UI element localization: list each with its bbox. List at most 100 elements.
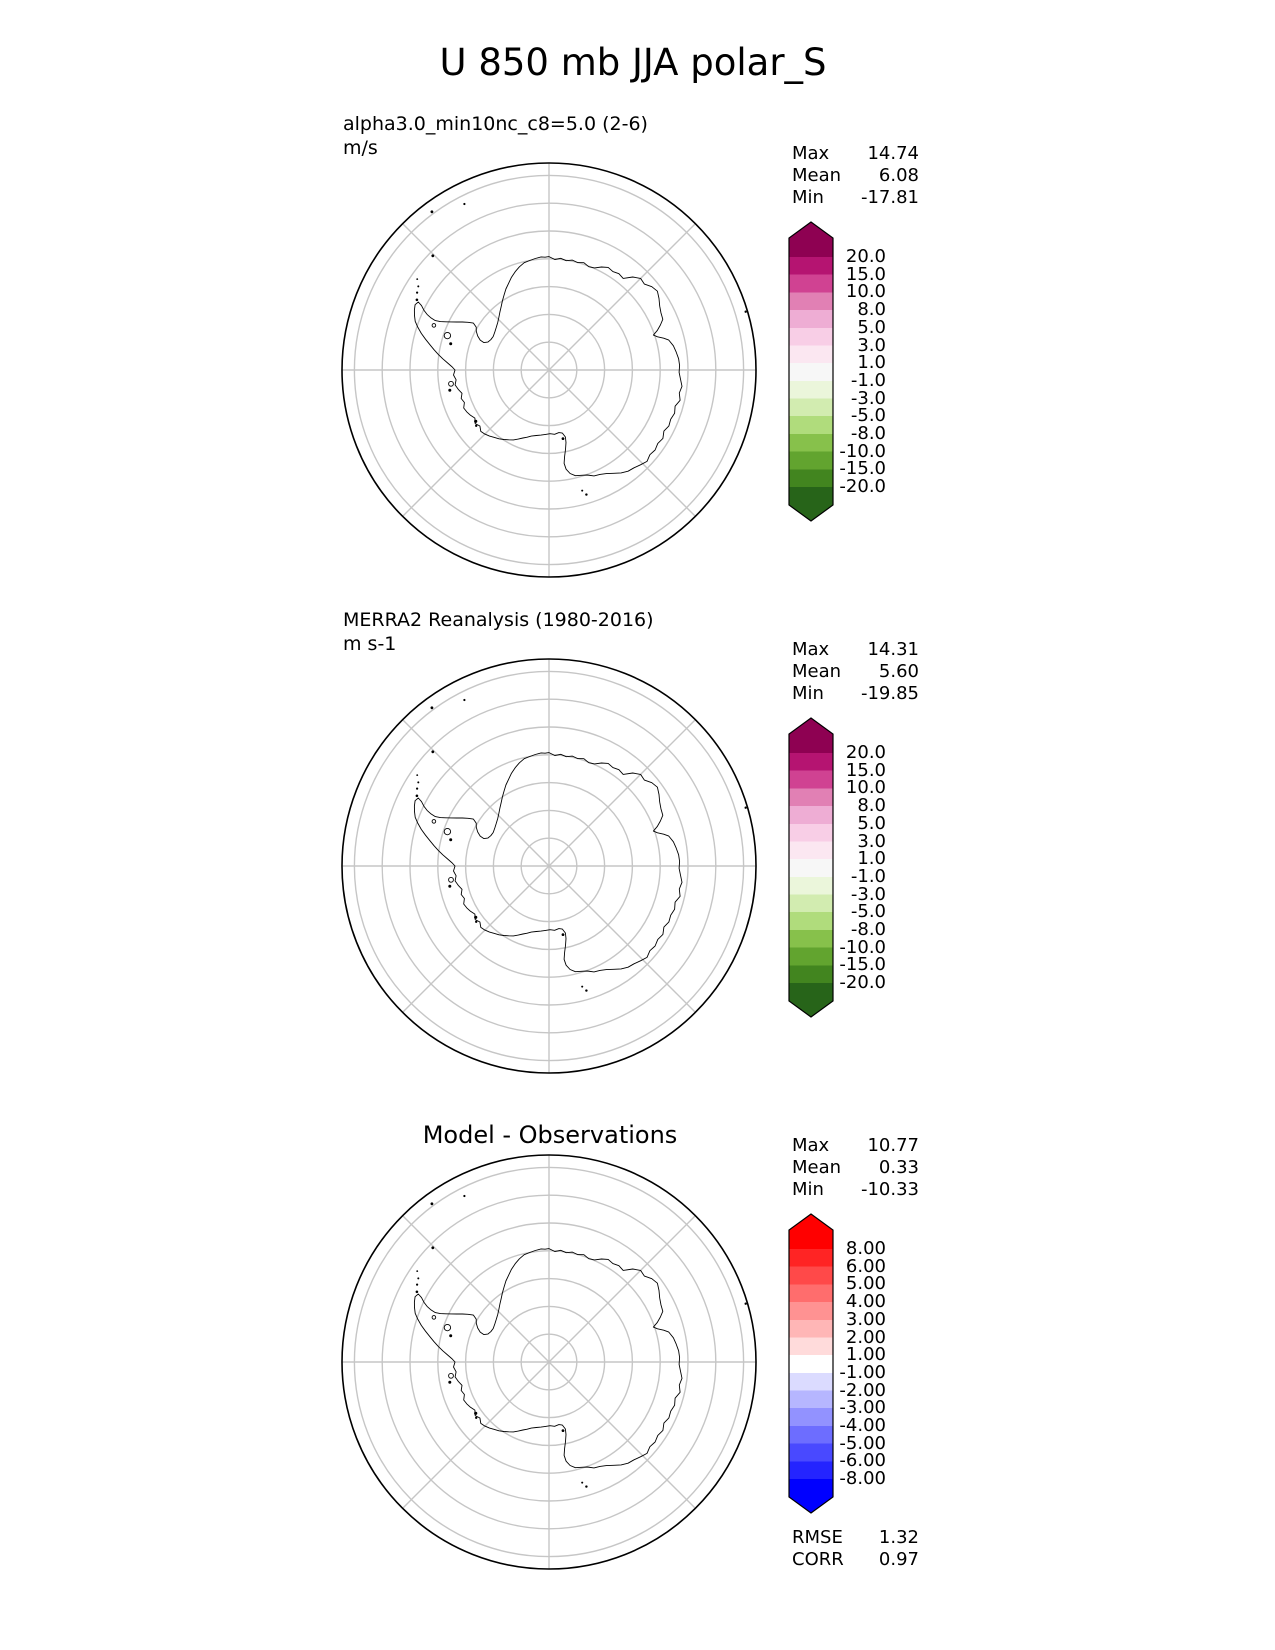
island <box>448 876 454 883</box>
metric-row: CORR 0.97 <box>792 1549 919 1571</box>
island <box>416 787 419 790</box>
island <box>448 1380 452 1384</box>
antarctica-coastline <box>413 752 683 973</box>
island <box>585 989 588 992</box>
stats-block-difference: Max 10.77 Mean 0.33 Min -10.33 <box>792 1135 919 1201</box>
colorbar-tick-label: 1.00 <box>845 1344 886 1366</box>
island <box>448 884 452 888</box>
panel-reference-units: m s-1 <box>343 633 397 655</box>
map-boundary-circle <box>341 162 757 578</box>
stat-value: 14.31 <box>867 639 919 660</box>
island <box>475 920 478 923</box>
colorbar-tick-label: -1.00 <box>839 1361 886 1383</box>
stat-label: Max <box>792 143 830 164</box>
island <box>417 781 420 784</box>
stat-row: Max 14.74 <box>792 143 919 165</box>
colorbar-tick-label: -5.0 <box>850 901 886 923</box>
colorbar-tick-label: 1.0 <box>857 848 886 870</box>
island <box>744 806 747 809</box>
island <box>417 1277 420 1280</box>
polar-map-model <box>341 162 757 578</box>
colorbar-tick-label: 5.0 <box>857 812 886 834</box>
map-boundary-circle <box>341 658 757 1074</box>
island <box>415 298 419 302</box>
colorbar-tick-label: -8.0 <box>850 422 886 444</box>
metric-value: 0.97 <box>878 1549 919 1570</box>
colorbar-segment <box>789 1249 833 1268</box>
stat-label: Mean <box>792 1157 842 1178</box>
island <box>431 254 435 258</box>
colorbar-tick-label: 20.0 <box>845 742 886 763</box>
panel-model: alpha3.0_min10nc_c8=5.0 (2-6) m/s Max 14.… <box>0 0 1275 578</box>
island <box>416 1270 419 1272</box>
island <box>561 437 565 440</box>
colorbar-tick-label: 8.0 <box>857 299 886 321</box>
panel-reference: MERRA2 Reanalysis (1980-2016) m s-1 Max 1… <box>0 496 1275 1074</box>
colorbar-segment <box>789 1408 833 1427</box>
island <box>561 1429 565 1432</box>
island <box>416 291 419 294</box>
island <box>448 380 454 387</box>
island <box>443 1323 452 1332</box>
island <box>430 706 434 710</box>
colorbar-segment <box>789 965 833 984</box>
colorbar-segment <box>789 292 833 311</box>
stat-row: Mean 6.08 <box>792 165 919 187</box>
colorbar-tick-label: 2.00 <box>845 1326 886 1348</box>
colorbar-tick-label: 3.0 <box>857 334 886 356</box>
island <box>431 750 435 754</box>
colorbar-segment <box>789 894 833 913</box>
island <box>585 1485 588 1488</box>
colorbar-tick-label: 15.0 <box>845 759 886 781</box>
island <box>431 1315 437 1320</box>
colorbar-segment <box>789 1355 833 1374</box>
colorbar-outline <box>788 221 834 522</box>
stat-row: Mean 5.60 <box>792 661 919 683</box>
colorbar-model <box>788 221 834 522</box>
colorbar-segment <box>789 469 833 488</box>
stat-row: Min -19.85 <box>792 683 919 705</box>
metric-row: RMSE 1.32 <box>792 1527 919 1549</box>
graticule <box>342 163 756 577</box>
colorbar-tick-label: -2.00 <box>839 1379 886 1401</box>
stat-label: Min <box>792 1179 824 1200</box>
metric-label: CORR <box>792 1549 844 1570</box>
colorbar-tick-label: -5.0 <box>850 405 886 427</box>
colorbar-segment <box>789 1461 833 1480</box>
colorbar-tick-label: -6.00 <box>839 1450 886 1472</box>
polar-map-reference <box>341 658 757 1074</box>
island <box>430 210 434 214</box>
stat-value: -10.33 <box>860 1179 919 1200</box>
colorbar-lower-arrow <box>789 1479 833 1513</box>
stat-label: Mean <box>792 661 842 682</box>
panel-difference: Model - Observations Max 10.77 Mean 0.33 Min… <box>0 992 1275 1570</box>
colorbar-segment <box>789 1372 833 1392</box>
metric-label: RMSE <box>792 1527 843 1548</box>
stat-label: Max <box>792 639 830 660</box>
island <box>744 1302 747 1305</box>
longitude-spoke <box>402 1215 696 1509</box>
stat-label: Mean <box>792 165 842 186</box>
colorbar-tick-label: 1.0 <box>857 352 886 374</box>
graticule <box>342 1155 756 1569</box>
island <box>416 278 419 280</box>
metric-value: 1.32 <box>878 1527 919 1548</box>
island <box>463 698 466 702</box>
stat-row: Min -17.81 <box>792 187 919 209</box>
stat-row: Min -10.33 <box>792 1179 919 1201</box>
colorbar-tick-label: -15.0 <box>839 954 886 976</box>
stat-row: Max 10.77 <box>792 1135 919 1157</box>
panel-difference-title: Model - Observations <box>422 1121 678 1149</box>
colorbar-tick-label: -15.0 <box>839 458 886 480</box>
island <box>474 419 478 423</box>
stat-value: -17.81 <box>860 187 919 208</box>
stats-block-model: Max 14.74 Mean 6.08 Min -17.81 <box>792 143 919 209</box>
map-boundary-circle <box>341 1154 757 1570</box>
colorbar-tick-label: -3.00 <box>839 1397 886 1419</box>
island <box>430 1202 434 1206</box>
island <box>449 342 453 346</box>
island <box>581 1481 584 1484</box>
island <box>474 915 478 919</box>
colorbar-tick-label: -4.00 <box>839 1414 886 1436</box>
colorbar-segment <box>789 416 833 435</box>
